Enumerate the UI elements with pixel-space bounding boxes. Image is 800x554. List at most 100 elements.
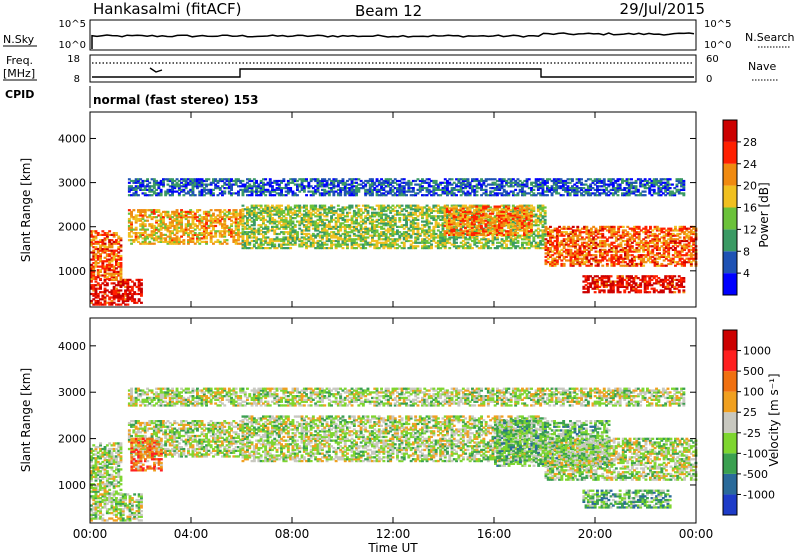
heatmap-cell <box>405 217 408 220</box>
heatmap-cell <box>143 237 147 240</box>
heatmap-cell <box>580 238 584 241</box>
heatmap-cell <box>491 212 495 215</box>
heatmap-cell <box>268 208 272 211</box>
heatmap-cell <box>389 225 393 228</box>
heatmap-cell <box>576 262 580 266</box>
heatmap-cell <box>243 241 247 244</box>
heatmap-cell <box>421 215 424 218</box>
heatmap-cell <box>309 206 313 209</box>
heatmap-cell <box>92 262 96 265</box>
heatmap-cell <box>689 261 693 264</box>
heatmap-cell <box>546 232 550 236</box>
heatmap-cell <box>202 230 206 233</box>
heatmap-cell <box>523 230 526 233</box>
heatmap-cell <box>511 234 515 237</box>
heatmap-cell <box>452 233 456 236</box>
heatmap-cell <box>511 238 515 241</box>
heatmap-cell <box>520 221 524 224</box>
heatmap-cell <box>368 215 372 218</box>
heatmap-cell <box>614 280 618 283</box>
heatmap-cell <box>115 289 118 292</box>
heatmap-cell <box>130 289 134 292</box>
heatmap-cell <box>473 232 476 235</box>
heatmap-cell <box>639 284 643 287</box>
heatmap-cell <box>316 239 320 243</box>
heatmap-cell <box>432 206 436 209</box>
heatmap-cell <box>139 210 143 213</box>
heatmap-cell <box>255 211 258 214</box>
heatmap-cell <box>565 259 568 262</box>
heatmap-cell <box>632 287 636 290</box>
heatmap-cell <box>117 282 121 285</box>
heatmap-cell <box>571 236 575 239</box>
heatmap-cell <box>373 227 377 230</box>
heatmap-cell <box>266 241 270 244</box>
heatmap-cell <box>309 217 313 220</box>
heatmap-cell <box>436 236 440 239</box>
heatmap-cell <box>616 291 620 294</box>
heatmap-cell <box>307 236 311 239</box>
heatmap-cell <box>92 267 96 270</box>
heatmap-cell <box>321 227 324 230</box>
heatmap-cell <box>536 232 540 236</box>
heatmap-cell <box>105 233 109 236</box>
heatmap-cell <box>601 241 605 244</box>
heatmap-cell <box>180 224 183 228</box>
heatmap-cell <box>173 214 177 217</box>
heatmap-cell <box>112 292 116 296</box>
heatmap-cell <box>416 232 420 236</box>
heatmap-cell <box>441 238 445 241</box>
heatmap-cell <box>325 234 329 237</box>
heatmap-cell <box>617 259 621 262</box>
heatmap-cell <box>655 239 659 243</box>
heatmap-cell <box>402 236 406 239</box>
heatmap-cell <box>452 207 456 210</box>
heatmap-cell <box>271 227 274 230</box>
heatmap-cell <box>157 235 161 238</box>
heatmap-cell <box>164 226 168 229</box>
heatmap-cell <box>364 239 368 243</box>
heatmap-cell <box>621 264 625 267</box>
heatmap-cell <box>434 236 438 239</box>
heatmap-cell <box>626 225 630 228</box>
heatmap-cell <box>488 209 492 212</box>
heatmap-cell <box>430 247 433 250</box>
heatmap-cell <box>641 275 645 278</box>
heatmap-cell <box>416 236 420 239</box>
heatmap-cell <box>567 243 571 246</box>
heatmap-cell <box>110 263 114 266</box>
heatmap-cell <box>177 221 181 224</box>
heatmap-cell <box>618 284 622 287</box>
heatmap-cell <box>94 256 98 259</box>
heatmap-cell <box>479 207 483 210</box>
heatmap-cell <box>364 222 368 225</box>
heatmap-cell <box>555 245 559 248</box>
heatmap-cell <box>405 224 408 227</box>
heatmap-cell <box>318 239 322 243</box>
heatmap-cell <box>657 282 661 285</box>
heatmap-cell <box>380 215 383 218</box>
heatmap-cell <box>657 280 661 283</box>
heatmap-cell <box>164 233 168 236</box>
heatmap-cell <box>334 243 338 246</box>
heatmap-cell <box>96 284 100 287</box>
heatmap-cell <box>423 231 427 234</box>
heatmap-cell <box>124 289 127 292</box>
heatmap-cell <box>619 255 623 258</box>
heatmap-cell <box>339 208 343 211</box>
heatmap-cell <box>177 239 181 242</box>
heatmap-cell <box>250 231 254 234</box>
heatmap-cell <box>391 215 395 218</box>
heatmap-cell <box>346 225 349 228</box>
heatmap-cell <box>671 238 675 241</box>
heatmap-cell <box>325 211 329 214</box>
heatmap-cell <box>291 239 295 243</box>
heatmap-cell <box>649 250 652 253</box>
heatmap-cell <box>218 221 222 224</box>
heatmap-cell <box>327 247 331 250</box>
heatmap-cell <box>307 215 311 218</box>
heatmap-cell <box>380 243 383 246</box>
date-title: 29/Jul/2015 <box>620 0 705 18</box>
heatmap-cell <box>366 217 370 220</box>
